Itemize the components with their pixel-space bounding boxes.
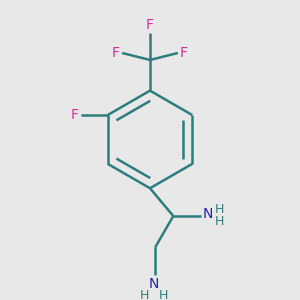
Text: F: F bbox=[71, 108, 79, 122]
Text: N: N bbox=[148, 277, 159, 291]
Text: N: N bbox=[202, 207, 213, 221]
Text: F: F bbox=[146, 18, 154, 32]
Text: H: H bbox=[214, 202, 224, 215]
Text: F: F bbox=[180, 46, 188, 60]
Text: H: H bbox=[158, 289, 168, 300]
Text: H: H bbox=[214, 214, 224, 227]
Text: F: F bbox=[112, 46, 120, 60]
Text: H: H bbox=[140, 289, 149, 300]
